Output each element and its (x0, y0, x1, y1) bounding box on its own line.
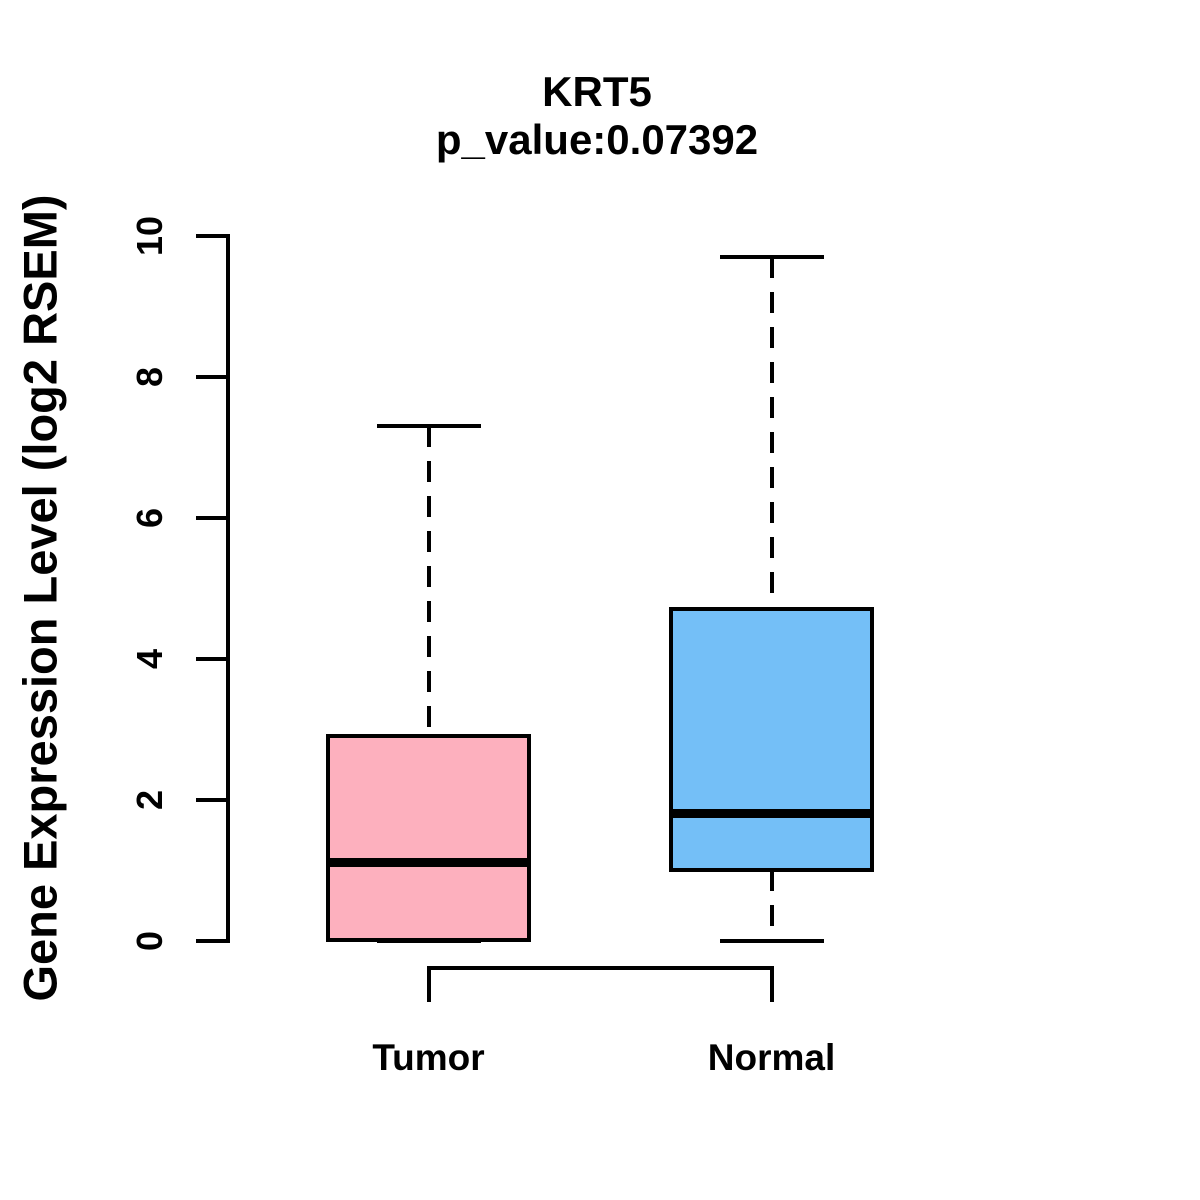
y-tick-label: 8 (129, 366, 170, 387)
upper-whisker-cap-normal (719, 254, 824, 259)
upper-whisker-line-normal (769, 256, 774, 610)
median-line-normal (669, 809, 874, 819)
lower-whisker-line-normal (769, 870, 774, 941)
y-tick-label: 6 (129, 507, 170, 528)
y-axis-label: Gene Expression Level (log2 RSEM) (13, 194, 67, 1002)
y-tick-mark (196, 233, 226, 238)
category-label-tumor: Tumor (372, 1037, 485, 1078)
y-tick-mark (196, 656, 226, 661)
y-tick-mark (196, 938, 226, 943)
category-label-normal: Normal (707, 1037, 836, 1078)
chart-subtitle: p_value:0.07392 (435, 116, 759, 163)
lower-whisker-cap-normal (719, 938, 824, 943)
chart-title-block: KRT5 p_value:0.07392 (436, 68, 758, 164)
y-tick-mark (196, 374, 226, 379)
y-tick-mark (196, 515, 226, 520)
x-axis-line (428, 966, 772, 970)
chart-title: KRT5 (542, 68, 652, 115)
y-tick-mark (196, 797, 226, 802)
y-tick-label: 10 (129, 215, 170, 256)
upper-whisker-line-tumor (426, 425, 431, 737)
box-normal (669, 607, 874, 872)
y-axis-line (226, 233, 230, 943)
x-tick-mark-normal (769, 966, 774, 1002)
upper-whisker-cap-tumor (376, 423, 481, 428)
x-tick-mark-tumor (426, 966, 431, 1002)
median-line-tumor (326, 858, 531, 868)
y-tick-label: 2 (129, 789, 170, 810)
y-tick-label: 0 (129, 930, 170, 951)
box-tumor (326, 734, 531, 943)
y-tick-label: 4 (129, 648, 170, 669)
